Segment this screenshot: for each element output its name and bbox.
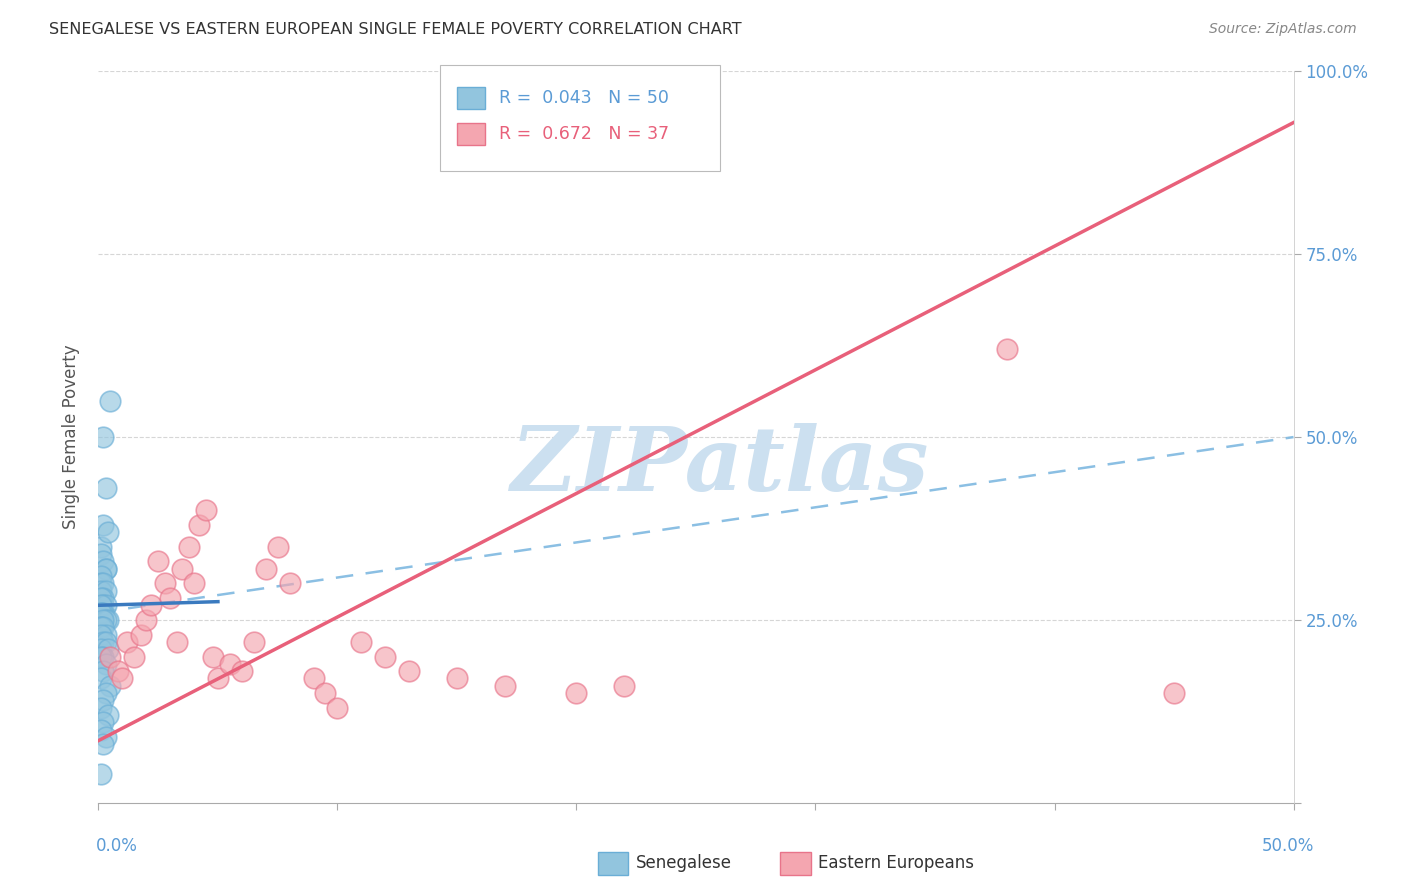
Point bbox=[166, 635, 188, 649]
Point bbox=[91, 664, 114, 678]
Point bbox=[91, 576, 114, 591]
Point bbox=[94, 481, 117, 495]
Point bbox=[97, 525, 120, 540]
Point bbox=[148, 554, 170, 568]
Point bbox=[90, 649, 112, 664]
Point bbox=[159, 591, 181, 605]
Text: R =  0.672   N = 37: R = 0.672 N = 37 bbox=[499, 125, 669, 143]
Point bbox=[90, 599, 112, 613]
Point bbox=[91, 620, 114, 634]
Point bbox=[155, 576, 177, 591]
Point bbox=[94, 730, 117, 744]
Point bbox=[91, 693, 114, 707]
Point bbox=[565, 686, 588, 700]
Point bbox=[94, 627, 117, 641]
Point bbox=[111, 672, 134, 686]
Point bbox=[231, 664, 253, 678]
Point bbox=[254, 562, 277, 576]
Text: Source: ZipAtlas.com: Source: ZipAtlas.com bbox=[1209, 22, 1357, 37]
Point bbox=[94, 562, 117, 576]
Point bbox=[90, 540, 112, 554]
Point bbox=[207, 672, 229, 686]
Point bbox=[1163, 686, 1185, 700]
Point bbox=[446, 672, 468, 686]
Point bbox=[91, 737, 114, 751]
Y-axis label: Single Female Poverty: Single Female Poverty bbox=[62, 345, 80, 529]
Text: 50.0%: 50.0% bbox=[1263, 837, 1315, 855]
Point bbox=[115, 635, 138, 649]
Point bbox=[350, 635, 373, 649]
Point bbox=[91, 606, 114, 620]
Point bbox=[97, 708, 120, 723]
Point bbox=[91, 591, 114, 605]
Point bbox=[90, 569, 112, 583]
Point bbox=[91, 635, 114, 649]
Point bbox=[94, 635, 117, 649]
Text: ZIPatlas: ZIPatlas bbox=[512, 423, 928, 509]
Point bbox=[91, 517, 114, 532]
Point bbox=[131, 627, 153, 641]
Point bbox=[124, 649, 146, 664]
Point bbox=[91, 430, 114, 444]
Point bbox=[91, 715, 114, 730]
Text: R =  0.043   N = 50: R = 0.043 N = 50 bbox=[499, 89, 669, 107]
Point bbox=[90, 620, 112, 634]
Point bbox=[139, 599, 162, 613]
Text: SENEGALESE VS EASTERN EUROPEAN SINGLE FEMALE POVERTY CORRELATION CHART: SENEGALESE VS EASTERN EUROPEAN SINGLE FE… bbox=[49, 22, 742, 37]
Point bbox=[91, 649, 114, 664]
Point bbox=[94, 583, 117, 598]
Point bbox=[187, 517, 209, 532]
Point bbox=[94, 657, 117, 671]
Point bbox=[398, 664, 420, 678]
Point bbox=[98, 649, 122, 664]
Point bbox=[97, 613, 120, 627]
Point bbox=[98, 393, 122, 408]
Point bbox=[315, 686, 337, 700]
Point bbox=[91, 554, 114, 568]
Point bbox=[195, 503, 218, 517]
Point bbox=[90, 620, 112, 634]
Point bbox=[243, 635, 266, 649]
Point bbox=[90, 606, 112, 620]
Point bbox=[91, 599, 114, 613]
Point bbox=[94, 599, 117, 613]
Point bbox=[90, 591, 112, 605]
Point bbox=[179, 540, 201, 554]
Point bbox=[374, 649, 396, 664]
Point bbox=[494, 679, 516, 693]
Point bbox=[302, 672, 325, 686]
Point bbox=[94, 562, 117, 576]
Text: Eastern Europeans: Eastern Europeans bbox=[818, 855, 974, 872]
Point bbox=[94, 686, 117, 700]
Point bbox=[90, 627, 112, 641]
Point bbox=[90, 547, 112, 561]
Point bbox=[90, 672, 112, 686]
Point bbox=[90, 723, 112, 737]
Point bbox=[90, 700, 112, 714]
Point bbox=[90, 576, 112, 591]
Point bbox=[107, 664, 129, 678]
Point bbox=[267, 540, 290, 554]
Point bbox=[202, 649, 225, 664]
Point bbox=[90, 583, 112, 598]
Text: 0.0%: 0.0% bbox=[96, 837, 138, 855]
Point bbox=[172, 562, 194, 576]
Point bbox=[219, 657, 242, 671]
Point bbox=[97, 642, 120, 657]
Point bbox=[135, 613, 157, 627]
Point bbox=[183, 576, 205, 591]
Point bbox=[94, 613, 117, 627]
Point bbox=[326, 700, 349, 714]
Text: Senegalese: Senegalese bbox=[636, 855, 731, 872]
Point bbox=[90, 766, 112, 780]
Point bbox=[90, 642, 112, 657]
Point bbox=[91, 613, 114, 627]
Point bbox=[613, 679, 636, 693]
Point bbox=[995, 343, 1018, 357]
Point bbox=[278, 576, 301, 591]
Point bbox=[90, 606, 112, 620]
Point bbox=[98, 679, 122, 693]
